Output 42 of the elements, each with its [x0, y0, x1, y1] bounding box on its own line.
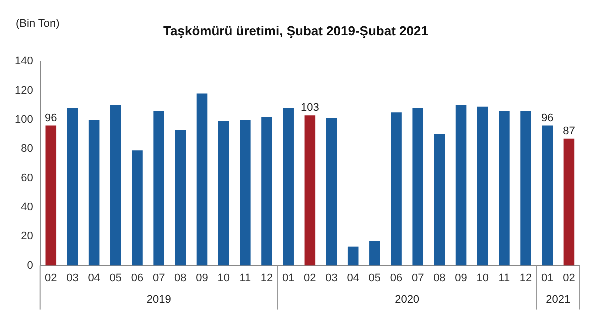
x-tick-label: 10	[476, 272, 489, 284]
y-tick-label: 120	[14, 84, 34, 97]
x-tick-label: 11	[498, 272, 510, 284]
y-tick-label: 80	[21, 143, 34, 156]
x-tick-label: 08	[434, 272, 446, 284]
x-tick-label: 05	[368, 272, 382, 284]
text: 2021	[546, 294, 571, 306]
text: 2019	[146, 294, 172, 306]
x-tick-label: 06	[131, 272, 144, 284]
x-tick-label: 07	[412, 272, 424, 284]
y-tick-label: 40	[21, 201, 34, 214]
x-tick-label: 01	[282, 272, 295, 284]
x-tick-label: 05	[110, 272, 122, 284]
text: 2020	[395, 294, 420, 306]
x-tick-label: 02	[304, 272, 316, 284]
x-tick-label: 03	[66, 272, 79, 284]
x-tick-label: 06	[390, 272, 403, 284]
y-axis-title: (Bin Ton)	[16, 18, 60, 30]
y-tick-label: 100	[14, 114, 34, 126]
data-label: 96	[541, 112, 554, 124]
x-tick-label: 04	[88, 272, 100, 284]
x-tick-label: 01	[541, 272, 554, 284]
x-tick-label: 02	[45, 272, 58, 284]
x-tick-label: 09	[455, 272, 468, 284]
x-tick-label: 02	[563, 272, 576, 284]
y-tick-label: 60	[21, 172, 34, 184]
data-label: 96	[45, 112, 58, 124]
x-tick-label: 07	[152, 272, 166, 284]
x-tick-label: 08	[174, 272, 187, 284]
x-tick-label: 03	[326, 272, 338, 284]
y-tick-label: 20	[21, 230, 34, 243]
x-tick-label: 09	[196, 272, 208, 284]
y-tick-label: 0	[27, 260, 34, 272]
x-tick-label: 11	[240, 272, 252, 284]
x-tick-label: 10	[218, 272, 230, 284]
chart-title: Taşkömürü üretimi, Şubat 2019-Şubat 2021	[164, 23, 428, 38]
x-tick-label: 04	[347, 272, 360, 284]
data-label: 103	[300, 102, 320, 114]
y-tick-label: 140	[14, 56, 34, 68]
x-tick-label: 12	[260, 272, 274, 284]
x-tick-label: 12	[520, 272, 532, 284]
data-label: 87	[563, 125, 576, 138]
